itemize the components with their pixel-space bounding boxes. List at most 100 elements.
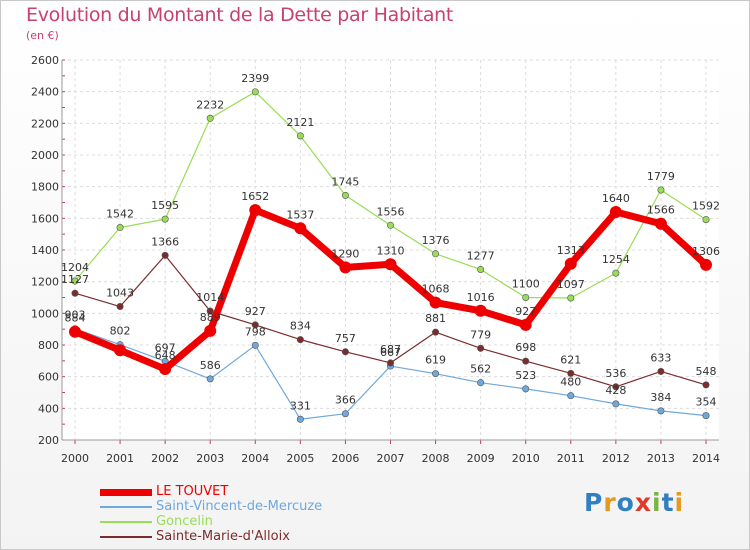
- data-label: 633: [650, 351, 671, 364]
- data-point: [251, 88, 259, 96]
- data-label: 562: [470, 363, 491, 376]
- x-tick-label: 2004: [241, 452, 269, 465]
- data-label: 1556: [377, 205, 405, 218]
- data-label: 881: [425, 312, 446, 325]
- y-tick-label: 800: [38, 339, 59, 352]
- data-point: [341, 348, 349, 356]
- chart-title: Evolution du Montant de la Dette par Hab…: [26, 4, 454, 26]
- data-point: [612, 400, 620, 408]
- data-label: 1313: [557, 244, 585, 257]
- data-label: 1127: [61, 273, 89, 286]
- data-label: 1016: [467, 291, 495, 304]
- data-label: 884: [65, 312, 86, 325]
- x-tick-label: 2001: [106, 452, 134, 465]
- data-label: 1376: [422, 234, 450, 247]
- data-label: 1014: [196, 291, 224, 304]
- legend-label: Goncelin: [156, 514, 213, 529]
- logo-letter: o: [616, 488, 635, 517]
- logo-letter: r: [603, 488, 617, 517]
- data-label: 1043: [106, 287, 134, 300]
- data-point: [116, 224, 124, 232]
- data-point: [161, 251, 169, 259]
- data-label: 687: [380, 343, 401, 356]
- data-label: 480: [560, 376, 581, 389]
- data-point: [206, 114, 214, 122]
- data-label: 834: [290, 320, 311, 333]
- data-point: [477, 265, 485, 273]
- legend-label: Sainte-Marie-d'Alloix: [156, 529, 290, 544]
- data-label: 1097: [557, 278, 585, 291]
- data-point: [296, 336, 304, 344]
- x-tick-label: 2002: [151, 452, 179, 465]
- y-tick-label: 200: [38, 434, 59, 447]
- logo-letter: t: [661, 488, 675, 517]
- data-point: [612, 269, 620, 277]
- data-label: 2399: [241, 72, 269, 85]
- data-point: [432, 250, 440, 258]
- x-tick-label: 2010: [512, 452, 540, 465]
- data-point: [206, 375, 214, 383]
- data-point: [116, 303, 124, 311]
- data-label: 548: [696, 365, 717, 378]
- data-point: [612, 383, 620, 391]
- data-point: [429, 296, 442, 309]
- data-point: [114, 344, 127, 357]
- y-tick-label: 600: [38, 371, 59, 384]
- x-tick-label: 2009: [467, 452, 495, 465]
- logo-letter: P: [584, 488, 604, 517]
- y-tick-label: 1200: [31, 276, 59, 289]
- legend-label: LE TOUVET: [156, 484, 229, 499]
- data-point: [341, 191, 349, 199]
- data-label: 366: [335, 394, 356, 407]
- data-label: 1204: [61, 261, 89, 274]
- data-label: 523: [515, 369, 536, 382]
- data-label: 779: [470, 328, 491, 341]
- data-point: [477, 379, 485, 387]
- data-point: [341, 410, 349, 418]
- data-point: [519, 318, 532, 331]
- y-tick-label: 2600: [31, 54, 59, 67]
- data-label: 802: [110, 325, 131, 338]
- x-tick-label: 2007: [377, 452, 405, 465]
- data-point: [161, 215, 169, 223]
- data-label: 1306: [692, 245, 720, 258]
- data-point: [206, 307, 214, 315]
- data-point: [702, 412, 710, 420]
- data-point: [702, 381, 710, 389]
- y-tick-label: 1000: [31, 307, 59, 320]
- data-label: 667: [380, 346, 401, 359]
- y-tick-label: 1800: [31, 181, 59, 194]
- y-tick-label: 1400: [31, 244, 59, 257]
- data-point: [522, 357, 530, 365]
- data-label: 586: [200, 359, 221, 372]
- data-point: [567, 294, 575, 302]
- data-point: [294, 222, 307, 235]
- data-point: [609, 206, 622, 218]
- data-label: 1254: [602, 253, 630, 266]
- data-label: 1366: [151, 235, 179, 248]
- x-tick-label: 2006: [331, 452, 359, 465]
- data-label: 757: [335, 332, 356, 345]
- data-point: [522, 385, 530, 393]
- data-label: 927: [515, 305, 536, 318]
- data-point: [564, 257, 577, 270]
- data-label: 798: [245, 325, 266, 338]
- chart-subtitle: (en €): [26, 29, 59, 42]
- data-point: [657, 186, 665, 194]
- y-tick-label: 2400: [31, 86, 59, 99]
- x-tick-label: 2011: [557, 452, 585, 465]
- data-point: [700, 258, 712, 271]
- data-point: [522, 293, 530, 301]
- data-point: [474, 304, 487, 317]
- x-tick-label: 2000: [61, 452, 89, 465]
- logo-letter: i: [652, 488, 662, 517]
- data-point: [69, 325, 81, 338]
- legend-swatch: [100, 488, 152, 496]
- y-tick-label: 400: [38, 402, 59, 415]
- y-tick-label: 2200: [31, 117, 59, 130]
- data-label: 621: [560, 353, 581, 366]
- x-tick-label: 2012: [602, 452, 630, 465]
- data-point: [657, 367, 665, 375]
- data-label: 331: [290, 399, 311, 412]
- data-label: 1310: [377, 244, 405, 257]
